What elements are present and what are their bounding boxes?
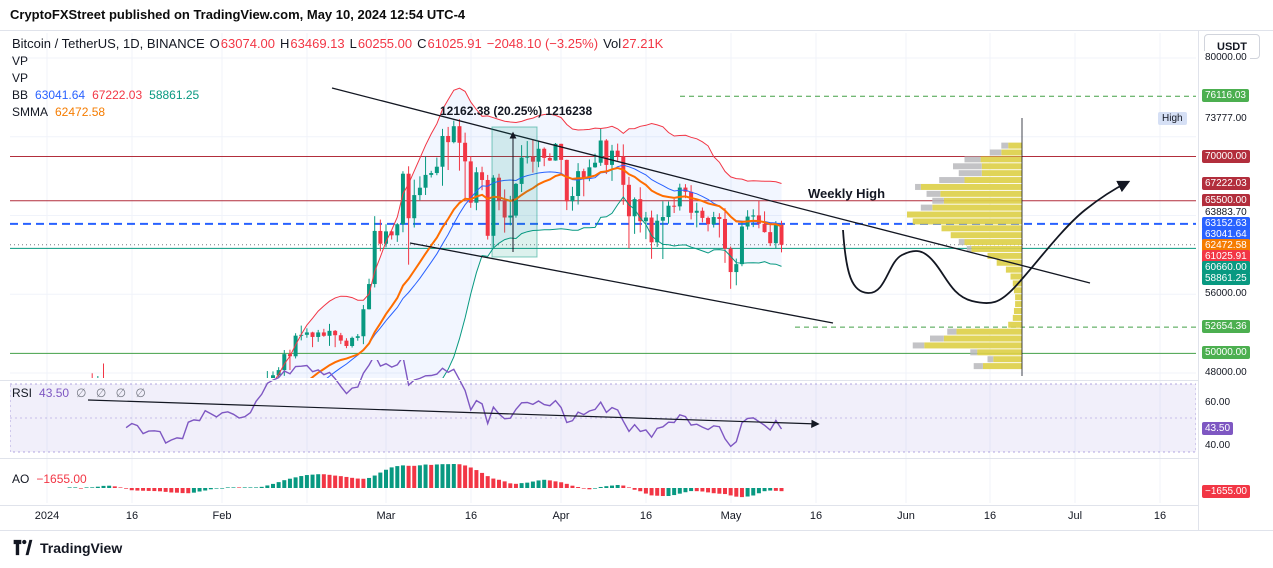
symbol-legend[interactable]: Bitcoin / TetherUS, 1D, BINANCE O63074.0… bbox=[12, 36, 663, 51]
price-axis-label: 52654.36 bbox=[1202, 320, 1250, 333]
tradingview-logo-icon bbox=[13, 539, 33, 556]
price-axis-label: 73777.00 bbox=[1202, 112, 1250, 125]
price-axis-label: 63041.64 bbox=[1202, 228, 1250, 241]
price-axis-label: 70000.00 bbox=[1202, 150, 1250, 163]
ao-axis-label: −1655.00 bbox=[1202, 485, 1250, 498]
rsi-axis-label: 43.50 bbox=[1202, 422, 1234, 435]
close-value: C61025.91 bbox=[417, 36, 482, 51]
change-value: −2048.10 (−3.25%) bbox=[486, 36, 599, 51]
price-axis-label: 67222.03 bbox=[1202, 177, 1250, 190]
time-axis-label: Jun bbox=[897, 510, 915, 522]
price-axis-label: 65500.00 bbox=[1202, 194, 1250, 207]
attribution-text: CryptoFXStreet published on TradingView.… bbox=[10, 7, 466, 22]
price-axis-label: 62472.58 bbox=[1202, 239, 1250, 252]
price-axis-label: 63152.63 bbox=[1202, 217, 1250, 230]
high-tag: High bbox=[1158, 112, 1187, 125]
time-axis-label: 2024 bbox=[34, 510, 60, 522]
vp-legend-1[interactable]: VP bbox=[12, 54, 29, 68]
high-value: H63469.13 bbox=[280, 36, 345, 51]
symbol-title: Bitcoin / TetherUS, 1D, BINANCE bbox=[12, 36, 205, 51]
price-axis-label: 60660.00 bbox=[1202, 261, 1250, 274]
price-range-measure-label: 12162.38 (20.25%) 1216238 bbox=[440, 104, 593, 118]
smma-value: 62472.58 bbox=[55, 105, 106, 119]
time-axis-label: 16 bbox=[125, 510, 139, 522]
weekly-high-label: Weekly High bbox=[808, 186, 886, 201]
price-axis-label: 80000.00 bbox=[1202, 51, 1250, 64]
time-axis-label: Apr bbox=[552, 510, 570, 522]
time-axis-label: Mar bbox=[376, 510, 396, 522]
price-axis[interactable]: 80000.00 76116.03 73777.00 High 70000.00 6722… bbox=[1158, 0, 1273, 530]
time-axis-label: Jul bbox=[1067, 510, 1083, 522]
tradingview-brand[interactable]: TradingView bbox=[12, 539, 122, 556]
rsi-legend[interactable]: RSI 43.50 ∅ ∅ ∅ ∅ bbox=[12, 386, 149, 400]
ao-value: −1655.00 bbox=[36, 472, 87, 486]
time-axis-label: 16 bbox=[1153, 510, 1167, 522]
bb-upper-value: 67222.03 bbox=[92, 88, 143, 102]
price-axis-label: 48000.00 bbox=[1202, 366, 1250, 379]
price-axis-label: 56000.00 bbox=[1202, 287, 1250, 300]
open-value: O63074.00 bbox=[209, 36, 276, 51]
ao-legend[interactable]: AO −1655.00 bbox=[12, 472, 87, 486]
smma-legend[interactable]: SMMA 62472.58 bbox=[12, 105, 106, 119]
price-axis-label: 58861.25 bbox=[1202, 272, 1250, 285]
time-axis-label: 16 bbox=[809, 510, 823, 522]
rsi-hidden-inputs: ∅ ∅ ∅ ∅ bbox=[76, 386, 149, 400]
price-axis-label: 61025.91 bbox=[1202, 250, 1250, 263]
volume-value: Vol27.21K bbox=[603, 36, 664, 51]
time-axis-label: 16 bbox=[464, 510, 478, 522]
bb-legend[interactable]: BB 63041.64 67222.03 58861.25 bbox=[12, 88, 200, 102]
rsi-axis-label: 40.00 bbox=[1202, 439, 1234, 452]
footer: TradingView bbox=[0, 531, 1273, 568]
time-axis[interactable]: 2024 16 Feb Mar 16 Apr 16 May 16 Jun 16 Jul 16 bbox=[0, 508, 1198, 530]
rsi-axis-label: 60.00 bbox=[1202, 396, 1234, 409]
price-axis-label: 50000.00 bbox=[1202, 346, 1250, 359]
time-axis-label: Feb bbox=[212, 510, 232, 522]
time-axis-label: 16 bbox=[639, 510, 653, 522]
price-axis-label: 76116.03 bbox=[1202, 89, 1249, 102]
bb-lower-value: 58861.25 bbox=[149, 88, 200, 102]
rsi-value: 43.50 bbox=[39, 386, 70, 400]
time-axis-label: 16 bbox=[983, 510, 997, 522]
bb-basis-value: 63041.64 bbox=[35, 88, 86, 102]
time-axis-label: May bbox=[720, 510, 742, 522]
low-value: L60255.00 bbox=[349, 36, 413, 51]
price-axis-label: 63883.70 bbox=[1202, 206, 1250, 219]
tradingview-brand-text: TradingView bbox=[40, 539, 123, 556]
vp-legend-2[interactable]: VP bbox=[12, 71, 29, 85]
